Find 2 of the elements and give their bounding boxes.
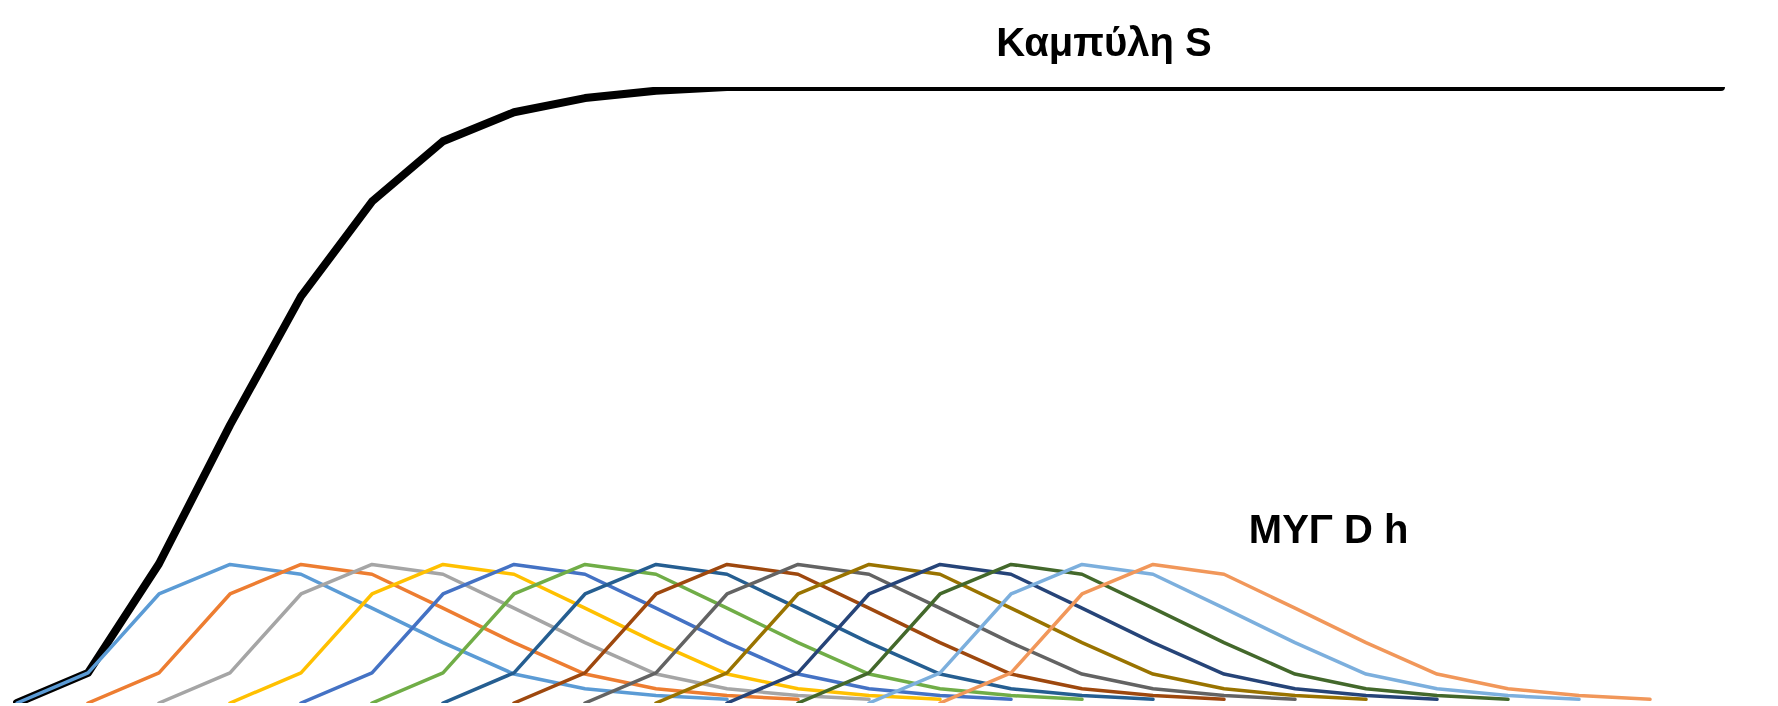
series-label: Καμπύλη S [996, 20, 1212, 65]
series-label: ΜΥΓ D h [1248, 507, 1409, 552]
